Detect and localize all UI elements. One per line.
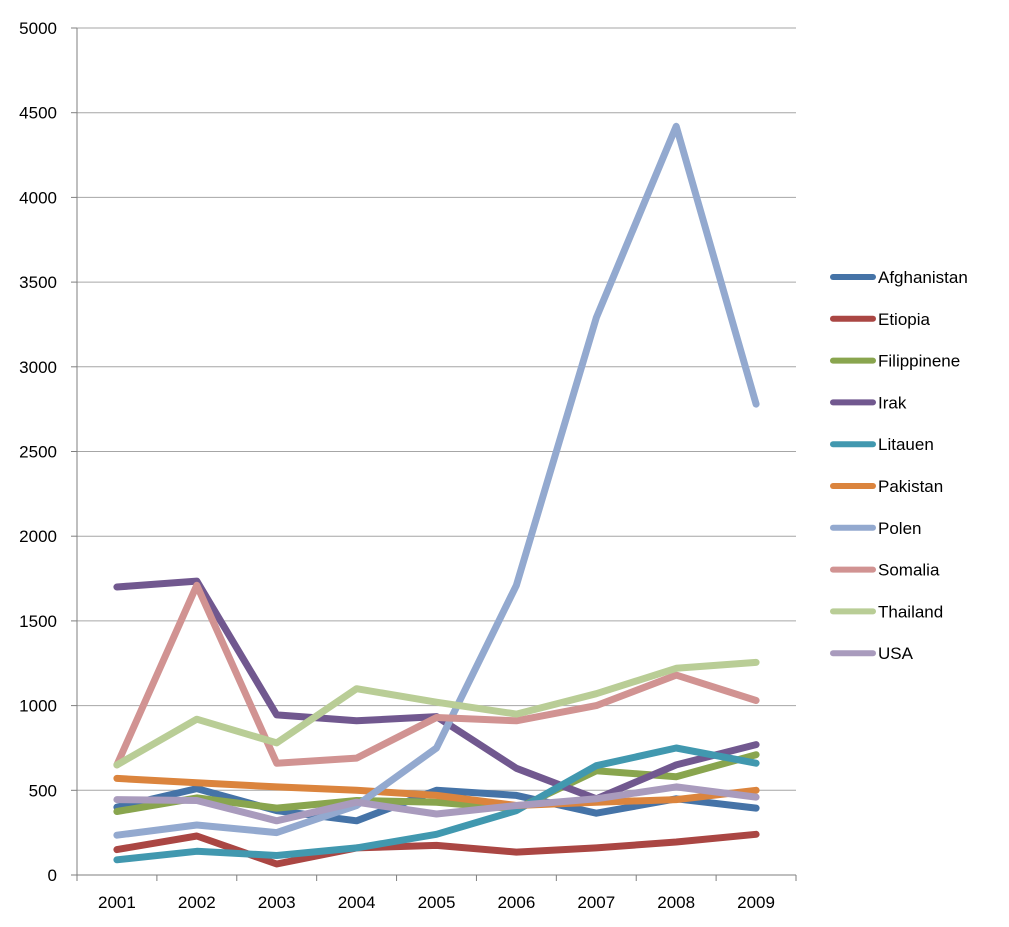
legend-label: Thailand bbox=[878, 602, 943, 621]
series-line-usa bbox=[113, 783, 760, 825]
legend-label: USA bbox=[878, 644, 914, 663]
series-line-pakistan bbox=[113, 774, 760, 809]
y-tick-label: 2000 bbox=[19, 527, 57, 546]
series-line-polen bbox=[113, 122, 760, 839]
legend-label: Filippinene bbox=[878, 352, 960, 371]
legend-item: Thailand bbox=[830, 602, 943, 621]
y-tick-label: 1000 bbox=[19, 697, 57, 716]
legend-item: Pakistan bbox=[830, 477, 943, 496]
legend-item: Polen bbox=[830, 519, 921, 538]
y-tick-label: 500 bbox=[29, 781, 57, 800]
x-tick-label: 2009 bbox=[737, 893, 775, 912]
y-tick-label: 4500 bbox=[19, 104, 57, 123]
legend-label: Etiopia bbox=[878, 310, 931, 329]
legend-item: Somalia bbox=[830, 561, 940, 580]
x-tick-label: 2001 bbox=[98, 893, 136, 912]
legend-item: Afghanistan bbox=[830, 268, 968, 287]
y-tick-label: 3000 bbox=[19, 358, 57, 377]
series-line-litauen bbox=[113, 744, 760, 864]
legend-label: Irak bbox=[878, 393, 907, 412]
y-tick-label: 1500 bbox=[19, 612, 57, 631]
legend-label: Polen bbox=[878, 519, 921, 538]
x-tick-label: 2008 bbox=[657, 893, 695, 912]
y-tick-label: 2500 bbox=[19, 443, 57, 462]
series-line-thailand bbox=[113, 658, 760, 769]
x-tick-label: 2005 bbox=[418, 893, 456, 912]
legend-label: Pakistan bbox=[878, 477, 943, 496]
legend-label: Afghanistan bbox=[878, 268, 968, 287]
y-tick-label: 4000 bbox=[19, 188, 57, 207]
axes: 0 500 1000 1500 2000 2500 3000 3500 4000 4500 5000… bbox=[19, 19, 797, 912]
y-tick-label: 3500 bbox=[19, 273, 57, 292]
x-tick-label: 2007 bbox=[577, 893, 615, 912]
legend-label: Somalia bbox=[878, 561, 940, 580]
x-tick-label: 2003 bbox=[258, 893, 296, 912]
legend-item: Filippinene bbox=[830, 352, 960, 371]
legend-item: Litauen bbox=[830, 435, 934, 454]
y-tick-label: 0 bbox=[48, 866, 57, 885]
x-tick-label: 2006 bbox=[497, 893, 535, 912]
y-tick-label: 5000 bbox=[19, 19, 57, 38]
legend-item: Irak bbox=[830, 393, 907, 412]
x-tick-label: 2004 bbox=[338, 893, 376, 912]
x-tick-label: 2002 bbox=[178, 893, 216, 912]
series-line-somalia bbox=[113, 581, 760, 769]
legend: Afghanistan Etiopia Filippinene Irak Litauen… bbox=[830, 268, 968, 663]
legend-item: USA bbox=[830, 644, 914, 663]
legend-item: Etiopia bbox=[830, 310, 931, 329]
legend-label: Litauen bbox=[878, 435, 934, 454]
gridlines bbox=[77, 27, 796, 791]
series-line-etiopia bbox=[113, 830, 760, 868]
series-lines bbox=[113, 122, 760, 868]
